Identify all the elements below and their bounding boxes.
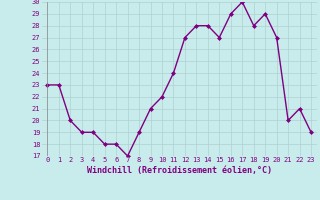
X-axis label: Windchill (Refroidissement éolien,°C): Windchill (Refroidissement éolien,°C) [87, 166, 272, 175]
